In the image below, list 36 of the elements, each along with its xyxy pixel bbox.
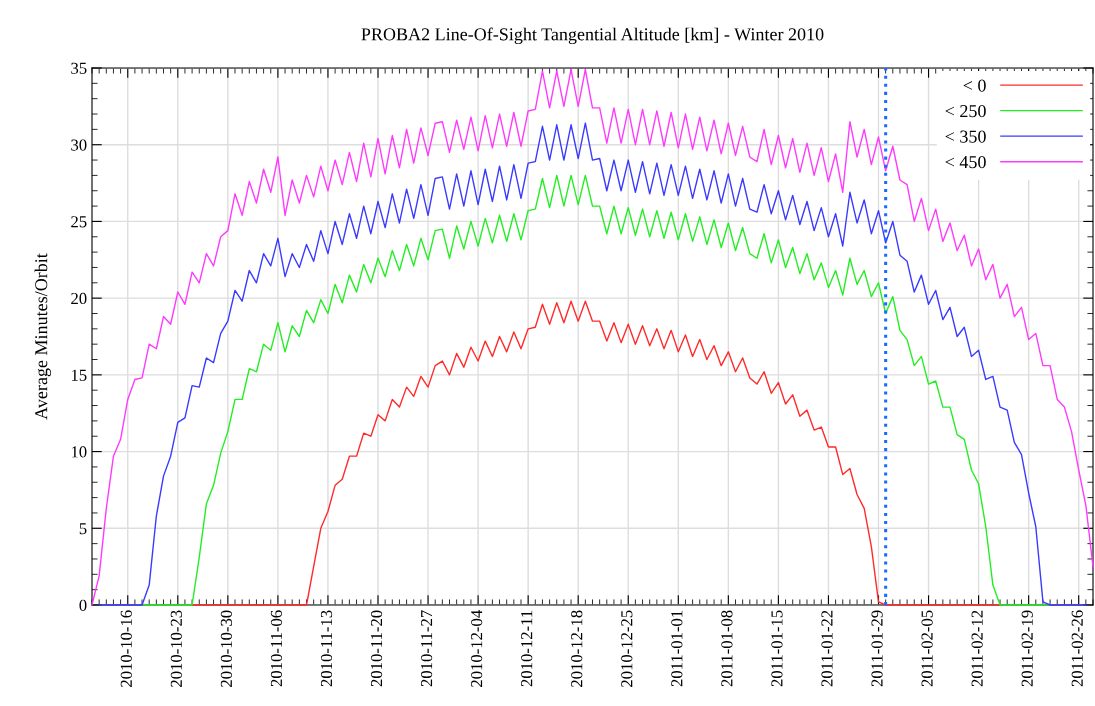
x-tick-label: 2011-02-19 xyxy=(1021,610,1033,687)
x-tick-label: 2011-01-22 xyxy=(821,610,833,687)
line-series xyxy=(191,300,1001,606)
y-tick-label: 30 xyxy=(71,139,87,151)
x-tick-label: 2010-10-23 xyxy=(170,610,182,687)
x-tick-label: 2011-01-08 xyxy=(721,610,733,687)
line-series xyxy=(141,174,1051,606)
y-tick-label: 10 xyxy=(71,446,87,458)
y-tick-label: 20 xyxy=(71,292,87,305)
x-tick-label: 2010-11-13 xyxy=(320,610,333,687)
legend-label: < 350 xyxy=(945,130,986,143)
y-tick-label: 25 xyxy=(71,216,87,228)
x-tick-label: 2011-01-15 xyxy=(771,610,783,687)
x-tick-label: 2010-10-16 xyxy=(120,610,132,687)
y-tick-label: 15 xyxy=(71,369,87,381)
legend-label: < 250 xyxy=(945,104,986,118)
x-tick-label: 2011-02-12 xyxy=(971,610,983,687)
x-tick-label: 2011-01-29 xyxy=(871,610,883,687)
legend-label: < 0 xyxy=(963,79,986,92)
x-tick-label: 2010-11-06 xyxy=(270,610,283,687)
x-tick-label: 2010-12-25 xyxy=(621,610,633,687)
x-tick-label: 2011-01-01 xyxy=(671,610,683,687)
x-tick-label: 2010-11-20 xyxy=(370,610,383,687)
y-tick-label: 35 xyxy=(71,62,87,74)
x-tick-label: 2010-12-11 xyxy=(521,610,533,687)
y-axis-title: Average Minutes/Orbit xyxy=(34,253,52,420)
x-tick-label: 2011-02-05 xyxy=(921,610,933,687)
x-tick-label: 2011-02-26 xyxy=(1071,610,1083,687)
x-tick-label: 2010-12-18 xyxy=(571,610,583,687)
chart-title: PROBA2 Line-Of-Sight Tangential Altitude [km] - Winter 2010 xyxy=(361,27,824,45)
y-tick-label: 0 xyxy=(79,599,87,611)
x-tick-label: 2010-12-04 xyxy=(471,610,483,687)
x-tick-label: 2010-11-27 xyxy=(420,610,433,687)
legend-label: < 450 xyxy=(945,156,986,169)
y-tick-label: 5 xyxy=(79,523,87,535)
x-tick-label: 2010-10-30 xyxy=(220,610,233,687)
